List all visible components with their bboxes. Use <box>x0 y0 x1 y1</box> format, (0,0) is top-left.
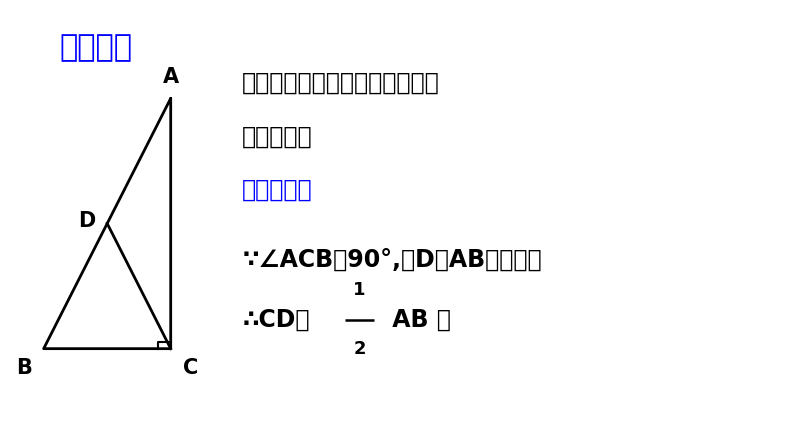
Text: 1: 1 <box>353 282 366 299</box>
Text: A: A <box>163 67 179 87</box>
Text: D: D <box>78 211 95 231</box>
Text: ∴CD＝: ∴CD＝ <box>242 308 310 332</box>
Text: 符号语言：: 符号语言： <box>242 178 313 202</box>
Text: C: C <box>183 358 198 378</box>
Text: 边的一半．: 边的一半． <box>242 124 313 148</box>
Text: 自主展示: 自主展示 <box>60 34 133 63</box>
Text: ∵∠ACB＝90°,点D是AB的中点，: ∵∠ACB＝90°,点D是AB的中点， <box>242 247 542 271</box>
Text: 2: 2 <box>353 340 366 358</box>
Text: AB ．: AB ． <box>384 308 450 332</box>
Text: B: B <box>16 358 32 378</box>
Text: 直角三角形斜边上的中线等于斜: 直角三角形斜边上的中线等于斜 <box>242 71 440 95</box>
